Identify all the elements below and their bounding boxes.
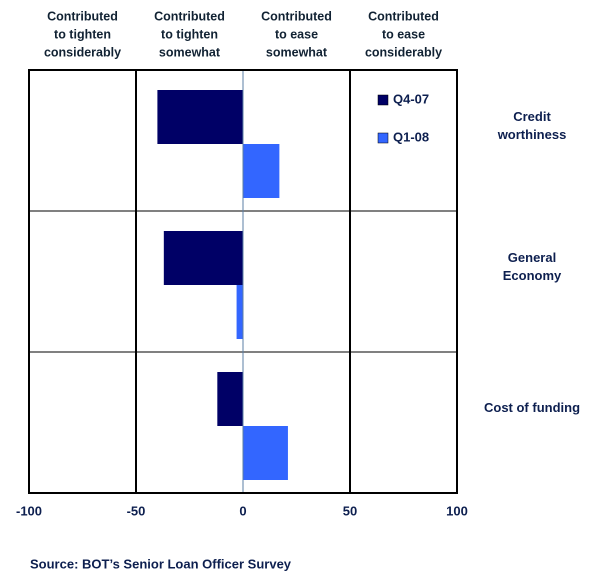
category-label: General	[508, 250, 556, 265]
legend-swatch	[377, 132, 389, 144]
category-label: worthiness	[497, 127, 567, 142]
bar	[217, 372, 243, 426]
plot-border	[28, 69, 458, 494]
column-header: Contributed	[261, 9, 332, 23]
source: Source: BOT’s Senior Loan Officer Survey	[30, 556, 292, 571]
column-header: considerably	[44, 45, 121, 59]
x-tick-label: 100	[446, 503, 468, 518]
category-label: Economy	[503, 268, 562, 283]
column-header: Contributed	[47, 9, 118, 23]
column-header: to tighten	[161, 27, 218, 41]
category-label: Cost of funding	[484, 400, 580, 415]
x-tick-label: -100	[16, 503, 42, 518]
legend-label: Q4-07	[393, 91, 429, 106]
column-header: somewhat	[159, 45, 221, 59]
x-tick-label: -50	[127, 503, 146, 518]
legend-swatch	[377, 94, 389, 106]
legend-label: Q1-08	[393, 129, 429, 144]
x-tick-label: 50	[343, 503, 357, 518]
column-header: to ease	[275, 27, 318, 41]
column-header: somewhat	[266, 45, 328, 59]
bar	[157, 90, 243, 144]
column-header: Contributed	[154, 9, 225, 23]
column-header: considerably	[365, 45, 442, 59]
column-header: to tighten	[54, 27, 111, 41]
bar	[243, 144, 280, 198]
column-header: to ease	[382, 27, 425, 41]
bar	[236, 285, 243, 339]
column-header: Contributed	[368, 9, 439, 23]
bar	[163, 231, 243, 285]
bar	[243, 426, 288, 480]
x-tick-label: 0	[239, 503, 246, 518]
category-label: Credit	[513, 109, 551, 124]
